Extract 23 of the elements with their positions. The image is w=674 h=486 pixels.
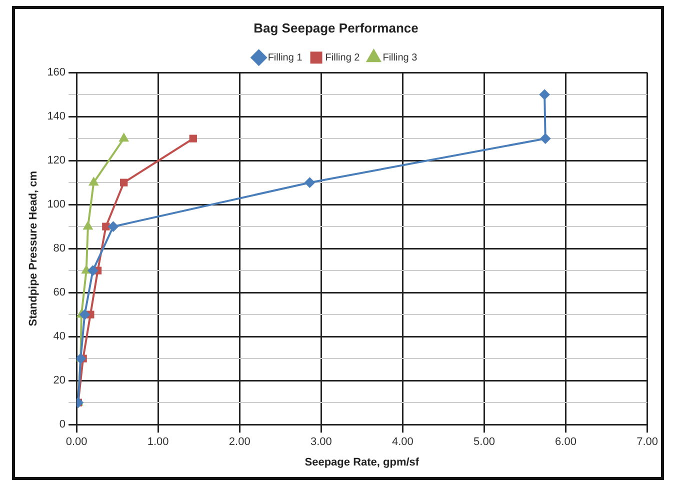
legend-label: Filling 3 (382, 52, 418, 64)
legend-label: Filling 2 (325, 52, 360, 64)
y-tick-label: 80 (53, 242, 66, 255)
x-tick-label: 2.00 (228, 436, 250, 448)
x-axis-title: Seepage Rate, gpm/sf (304, 456, 420, 468)
legend-label: Filling 1 (268, 52, 303, 64)
x-tick-label: 3.00 (310, 436, 332, 448)
y-tick-label: 140 (47, 110, 66, 123)
y-axis-title: Standpipe Pressure Head, cm (28, 170, 40, 326)
x-tick-label: 4.00 (392, 436, 414, 448)
x-tick-label: 5.00 (474, 436, 495, 448)
y-tick-label: 40 (53, 330, 66, 343)
y-tick-label: 60 (53, 286, 66, 299)
chart-title: Bag Seepage Performance (254, 20, 418, 36)
y-tick-label: 160 (47, 66, 66, 79)
x-tick-label: 0.00 (66, 436, 88, 448)
x-tick-label: 6.00 (555, 436, 576, 448)
y-tick-label: 0 (59, 418, 66, 431)
y-tick-label: 20 (53, 374, 66, 387)
x-tick-label: 1.00 (147, 436, 169, 448)
y-tick-label: 120 (47, 154, 66, 167)
x-tick-label: 7.00 (636, 436, 658, 448)
y-tick-label: 100 (47, 198, 66, 211)
